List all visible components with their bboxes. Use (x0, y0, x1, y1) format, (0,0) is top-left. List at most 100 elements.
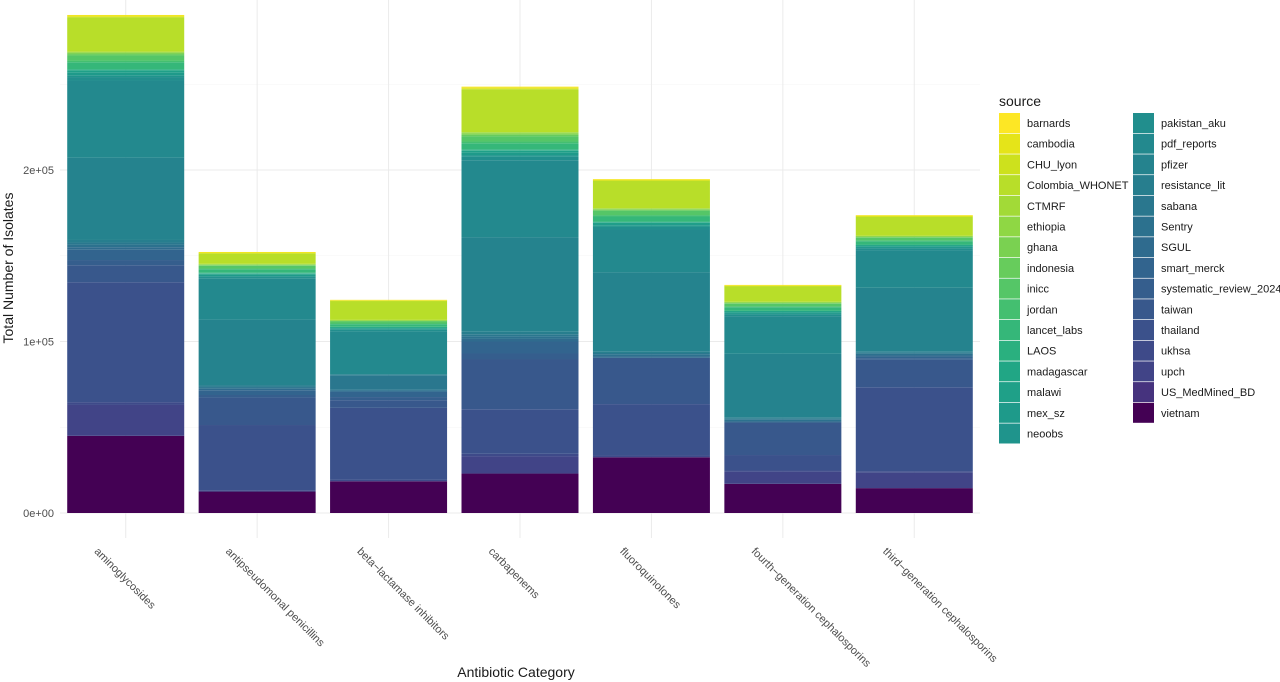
x-tick-label: antipseudomonal penicillins (223, 546, 327, 650)
bar-segment: LAOS: 300 (592, 221, 710, 223)
legend-label: SGUL (1161, 242, 1191, 254)
legend-item: mex_sz (999, 402, 1065, 423)
bar-segment: CHU_lyon: 200 (592, 180, 710, 181)
legend-swatch (999, 175, 1020, 196)
bar-segment: resistance_lit: 600 (330, 374, 448, 376)
legend-swatch (1133, 113, 1154, 133)
bar-segment: Sentry: 800 (855, 353, 973, 356)
legend-title: source (999, 93, 1041, 109)
bar-segment: ukhsa: 800 (855, 471, 973, 473)
legend-item: indonesia (999, 257, 1075, 278)
bar-segment: CTMRF: 200 (855, 235, 973, 237)
legend-items: barnards cambodia CHU_lyon Colombia_WHONET C… (999, 113, 1280, 444)
bar-segment: CTMRF: 200 (198, 263, 316, 265)
bar-segment: cambodia: 500 (855, 215, 973, 217)
legend-swatch (999, 402, 1020, 423)
bar-segment: vietnam: 17000 (724, 483, 842, 513)
legend-item: malawi (999, 382, 1061, 403)
legend-label: systematic_review_2024 (1161, 284, 1280, 296)
bar-segment: sabana: 8500 (330, 375, 448, 390)
bar-segment: Colombia_WHONET: 16000 (592, 180, 710, 209)
bar-segment: taiwan: 16000 (855, 359, 973, 388)
bar-segment: lancet_labs: 2000 (198, 269, 316, 273)
bar-segment: LAOS: 200 (330, 326, 448, 328)
bar-segment: CTMRF: 200 (724, 301, 842, 303)
bar-segment: madagascar: 200 (330, 327, 448, 328)
bar-segment: indonesia: 400 (855, 237, 973, 238)
bar-segment: neoobs: 1000 (67, 75, 185, 78)
bar-segment: pdf_reports: 22000 (724, 316, 842, 354)
bar-segment: madagascar: 300 (198, 273, 316, 274)
bar-segment: ukhsa: 800 (198, 490, 316, 492)
legend-item: US_MedMined_BD (1133, 382, 1255, 403)
legend-swatch (999, 382, 1020, 403)
bar-segment: taiwan: 29000 (461, 359, 579, 410)
legend-swatch (999, 237, 1020, 258)
legend-label: upch (1161, 366, 1185, 378)
legend-swatch (1133, 216, 1154, 237)
bar-segment: sabana: 1200 (67, 242, 185, 245)
bar-segment: pdf_reports: 24000 (198, 278, 316, 320)
bar-segment: resistance_lit: 800 (724, 417, 842, 419)
bar-segment: lancet_labs: 2000 (855, 241, 973, 245)
bar-segment: pfizer: 37000 (855, 287, 973, 352)
bar-segment: SGUL: 1500 (67, 247, 185, 250)
bar-segment: vietnam: 14500 (855, 488, 973, 513)
legend-item: resistance_lit (1133, 175, 1225, 196)
bar-segment: pakistan_aku: 2000 (461, 156, 579, 161)
bar-segment: barnards: 300 (198, 251, 316, 253)
legend-item: barnards (999, 113, 1071, 133)
bar-segment: inicc: 2500 (592, 210, 710, 216)
x-tick-label: third−generation cephalosporins (880, 546, 1000, 666)
bar-segment: neoobs: 500 (855, 247, 973, 249)
legend-swatch (999, 216, 1020, 237)
legend-label: neoobs (1027, 429, 1064, 441)
bar-segment: barnards: 300 (855, 215, 973, 216)
bar-segment: neoobs: 500 (198, 276, 316, 278)
bar-segment: ukhsa: 1500 (461, 453, 579, 457)
legend-item: pfizer (1133, 154, 1188, 175)
bar-segment: pdf_reports: 22000 (855, 250, 973, 288)
bar-segment: indonesia: 400 (724, 303, 842, 304)
bar-segment: pfizer: 37000 (724, 353, 842, 418)
bar-segment: mex_sz: 700 (724, 312, 842, 314)
legend-swatch (1133, 299, 1154, 320)
legend-swatch (999, 154, 1020, 175)
bar-segment: Sentry: 600 (330, 389, 448, 391)
bar-segment: cambodia: 400 (198, 252, 316, 254)
bar-segment: malawi: 1200 (67, 70, 185, 73)
bar-segment: systematic_review_2024: 1500 (198, 395, 316, 398)
bar-segment: ethiopia: 200 (330, 320, 448, 321)
bar-segment: madagascar: 400 (67, 70, 185, 71)
legend-label: ukhsa (1161, 346, 1191, 358)
bar-segment: CTMRF: 200 (330, 319, 448, 321)
bar-segment: ethiopia: 300 (198, 264, 316, 265)
legend-label: Colombia_WHONET (1027, 180, 1129, 192)
bar-segment: thailand: 49000 (855, 387, 973, 472)
bar-segment: thailand: 38000 (198, 425, 316, 491)
bar-segment: mex_sz: 800 (198, 274, 316, 277)
legend-item: Sentry (1133, 216, 1193, 237)
legend-label: mex_sz (1027, 408, 1065, 420)
bar-segment: ukhsa: 1000 (592, 455, 710, 458)
x-axis-title: Antibiotic Category (457, 664, 575, 680)
legend-swatch (999, 423, 1020, 444)
bar-segment: malawi: 1100 (461, 150, 579, 153)
legend-item: taiwan (1133, 299, 1193, 320)
legend-swatch (999, 361, 1020, 382)
legend-item: vietnam (1133, 402, 1200, 423)
bar-segment: inicc: 1500 (855, 237, 973, 241)
legend-swatch (1133, 133, 1154, 154)
bar-segment: cambodia: 800 (67, 15, 185, 17)
bar-segment: thailand: 30000 (592, 404, 710, 456)
bar-segment: pfizer: 46000 (592, 272, 710, 352)
bar-segment: lancet_labs: 3500 (461, 143, 579, 150)
bar-segment: vietnam: 32500 (592, 457, 710, 513)
bar-segment: ethiopia: 600 (461, 132, 579, 134)
bar-segment: ghana: 600 (67, 53, 185, 55)
bar-segment: LAOS: 500 (461, 149, 579, 151)
bar-segment: cambodia: 400 (724, 285, 842, 286)
bar-segment: pakistan_aku: 1000 (724, 314, 842, 317)
bar-segment: Sentry: 800 (198, 387, 316, 389)
